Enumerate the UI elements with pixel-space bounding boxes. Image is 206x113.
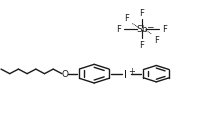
Text: Sb: Sb xyxy=(135,25,147,34)
Text: +: + xyxy=(128,66,135,75)
Text: F: F xyxy=(139,9,144,18)
Text: F: F xyxy=(162,25,167,34)
Text: I: I xyxy=(124,69,127,79)
Text: F: F xyxy=(124,14,129,23)
Text: F: F xyxy=(116,25,121,34)
Text: F: F xyxy=(153,36,158,45)
Text: F: F xyxy=(139,41,144,50)
Text: −: − xyxy=(145,22,153,31)
Text: O: O xyxy=(61,70,68,78)
